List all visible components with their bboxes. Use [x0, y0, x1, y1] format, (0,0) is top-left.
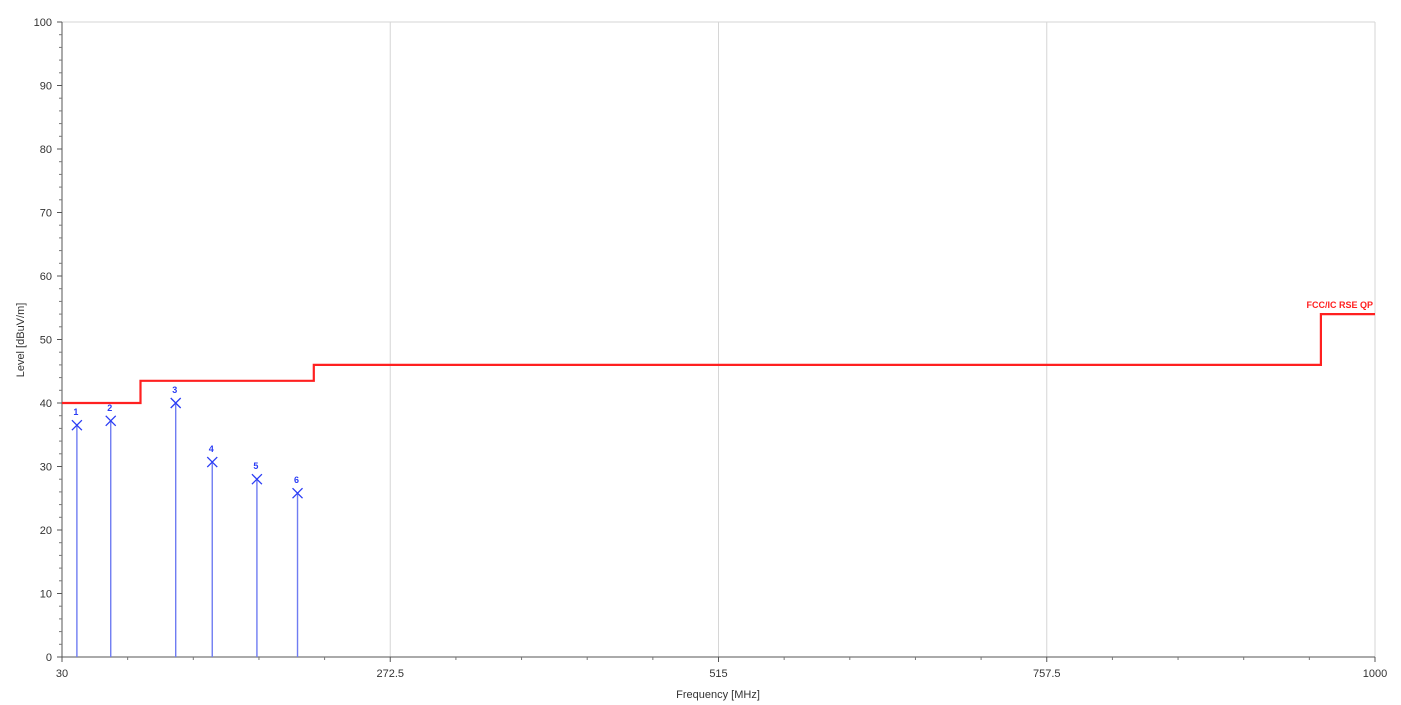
x-tick-label: 1000	[1363, 668, 1387, 680]
marker-x-symbol	[206, 456, 218, 468]
limit-line	[62, 313, 1375, 405]
marker-x-symbol	[105, 415, 117, 427]
y-tick-label: 20	[40, 525, 52, 537]
x-tick-label: 515	[709, 668, 727, 680]
marker-x-symbol	[251, 473, 263, 485]
x-tick-label: 30	[56, 668, 68, 680]
y-tick-label: 50	[40, 335, 52, 347]
marker-label: 6	[294, 475, 299, 485]
marker-series: 1 2 3 4 5 6	[71, 385, 303, 657]
y-tick-label: 100	[34, 17, 52, 29]
y-tick-label: 40	[40, 398, 52, 410]
grid-lines	[62, 21, 1376, 657]
y-tick-label: 80	[40, 144, 52, 156]
marker-x-symbol	[71, 419, 83, 431]
marker-x-symbol	[292, 487, 303, 499]
y-tick-label: 70	[40, 208, 52, 220]
marker-x-symbol	[170, 397, 182, 409]
x-tick-label: 757.5	[1033, 668, 1061, 680]
axes: 0 10 20 30 40 50 60 70 80 90 100 30 272.5 515 757.5 100…	[34, 17, 1388, 680]
y-tick-label: 10	[40, 589, 52, 601]
y-axis-title: Level [dBuV/m]	[15, 303, 27, 378]
limit-series: FCC/IC RSE QP	[62, 300, 1375, 405]
marker-label: 4	[209, 444, 214, 454]
y-tick-label: 60	[40, 271, 52, 283]
marker-label: 1	[73, 407, 78, 417]
marker-label: 2	[107, 403, 112, 413]
x-axis-title: Frequency [MHz]	[676, 689, 760, 701]
y-tick-label: 30	[40, 462, 52, 474]
x-tick-label: 272.5	[376, 668, 404, 680]
marker-label: 5	[253, 461, 258, 471]
y-tick-label: 0	[46, 652, 52, 664]
y-tick-label: 90	[40, 81, 52, 93]
marker-label: 3	[172, 385, 177, 395]
axis-labels: Frequency [MHz] Level [dBuV/m]	[15, 303, 760, 701]
limit-line-label: FCC/IC RSE QP	[1306, 300, 1373, 310]
